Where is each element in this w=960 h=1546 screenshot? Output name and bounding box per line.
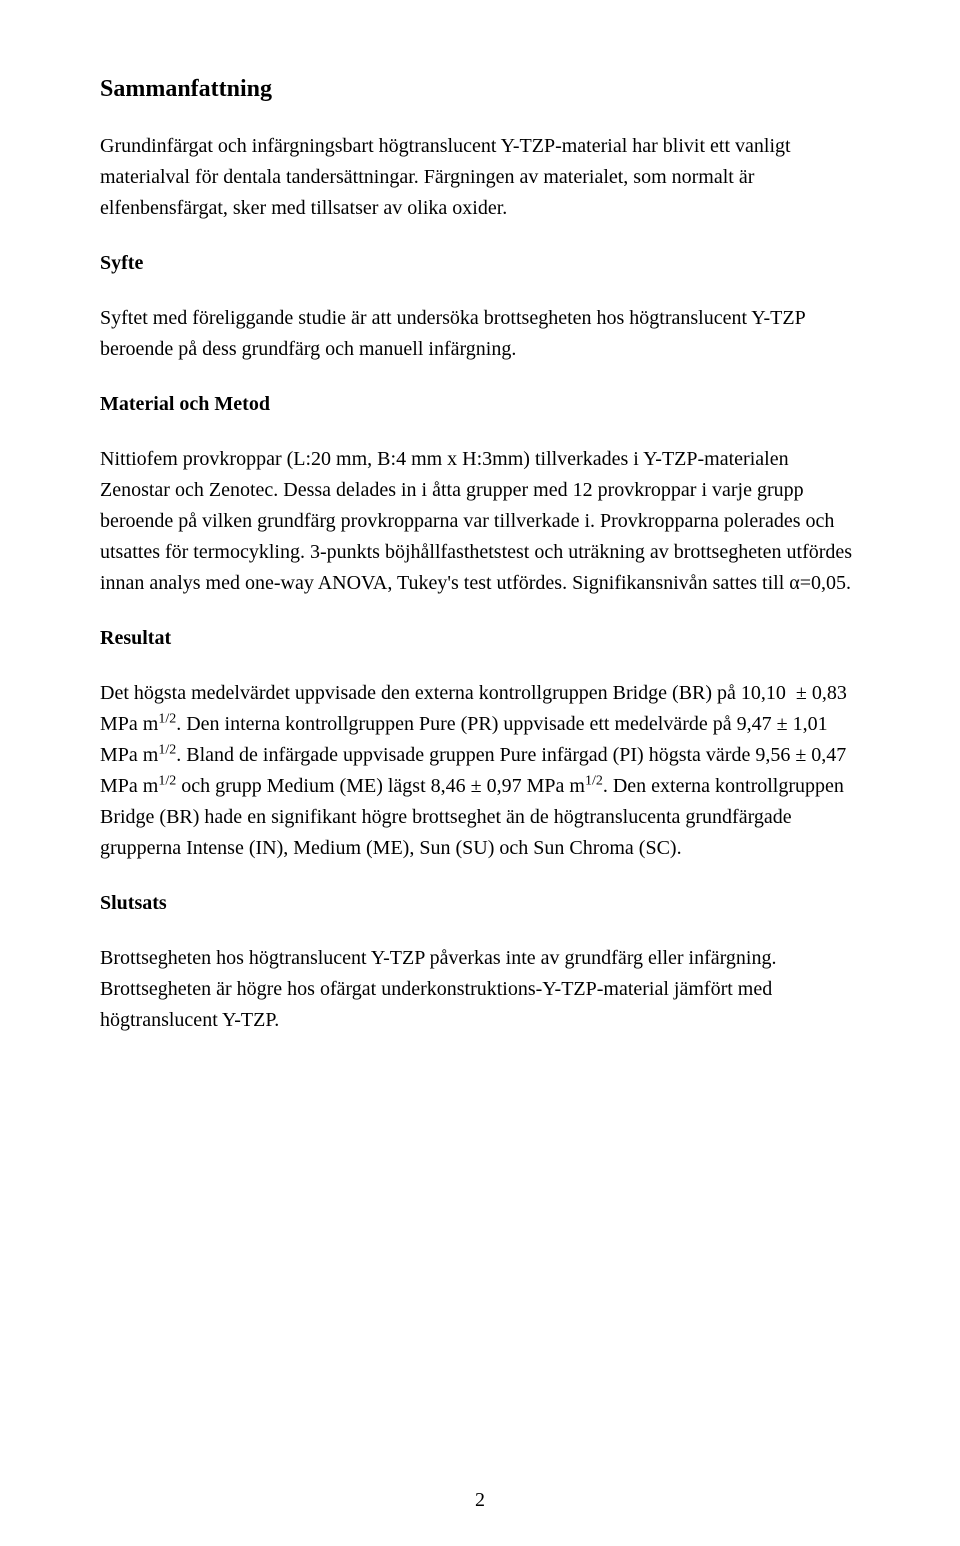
page-title: Sammanfattning	[100, 76, 860, 103]
section-heading-resultat: Resultat	[100, 627, 860, 650]
intro-paragraph: Grundinfärgat och infärgningsbart högtra…	[100, 131, 860, 224]
document-page: Sammanfattning Grundinfärgat och infärgn…	[0, 0, 960, 1546]
section-body-syfte: Syftet med föreliggande studie är att un…	[100, 303, 860, 365]
section-body-resultat: Det högsta medelvärdet uppvisade den ext…	[100, 678, 860, 864]
page-number: 2	[0, 1489, 960, 1512]
section-body-slutsats: Brottsegheten hos högtranslucent Y-TZP p…	[100, 943, 860, 1036]
section-heading-slutsats: Slutsats	[100, 892, 860, 915]
section-heading-syfte: Syfte	[100, 252, 860, 275]
section-heading-material: Material och Metod	[100, 393, 860, 416]
section-body-material: Nittiofem provkroppar (L:20 mm, B:4 mm x…	[100, 444, 860, 599]
